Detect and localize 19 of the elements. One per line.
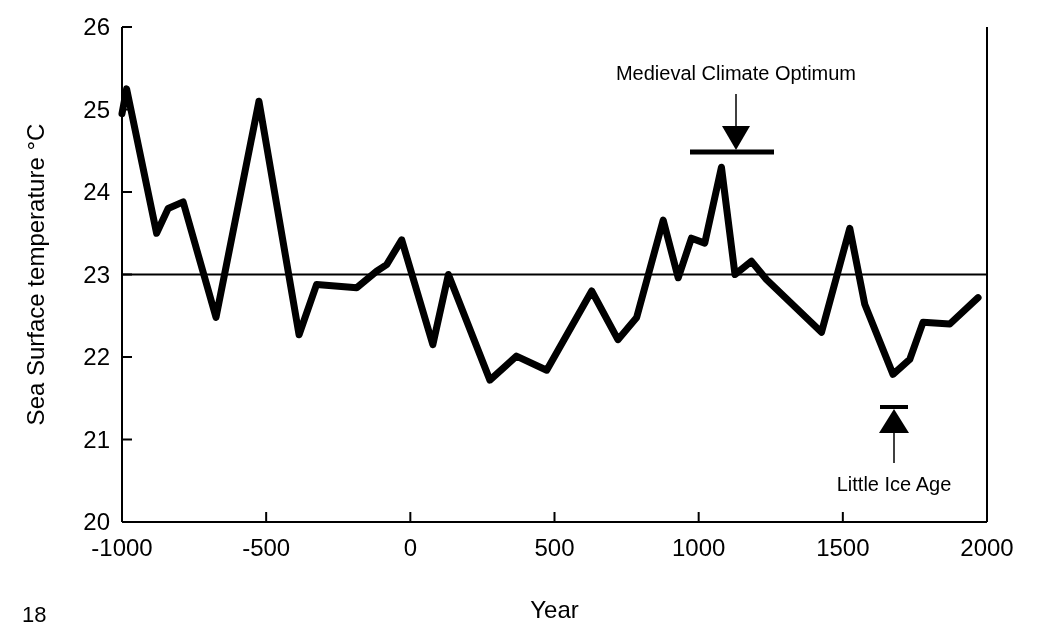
y-tick-label: 20 [83, 508, 110, 536]
annotation: Medieval Climate Optimum [615, 62, 857, 84]
x-tick-label: 2000 [960, 534, 1014, 561]
y-tick-label: 24 [83, 178, 110, 206]
text: 18 [22, 602, 47, 626]
y-tick-label: 22 [83, 343, 110, 371]
y-tick-label: 23 [83, 260, 110, 288]
x-tick-label: 500 [534, 534, 575, 561]
y-axis-title: Sea Surface temperature °C [22, 123, 49, 426]
x-tick-label: -500 [242, 534, 291, 561]
x-tick-label: -1000 [91, 534, 153, 561]
x-tick-label: 1500 [816, 534, 870, 561]
annotation: Little Ice Age [836, 473, 952, 495]
x-tick-label: 0 [403, 534, 418, 561]
y-tick-label: 26 [83, 13, 110, 41]
x-tick-label: 1000 [671, 534, 726, 561]
y-tick-label: 21 [83, 425, 110, 453]
x-axis-title: Year [530, 596, 579, 623]
y-tick-label: 25 [83, 95, 110, 123]
